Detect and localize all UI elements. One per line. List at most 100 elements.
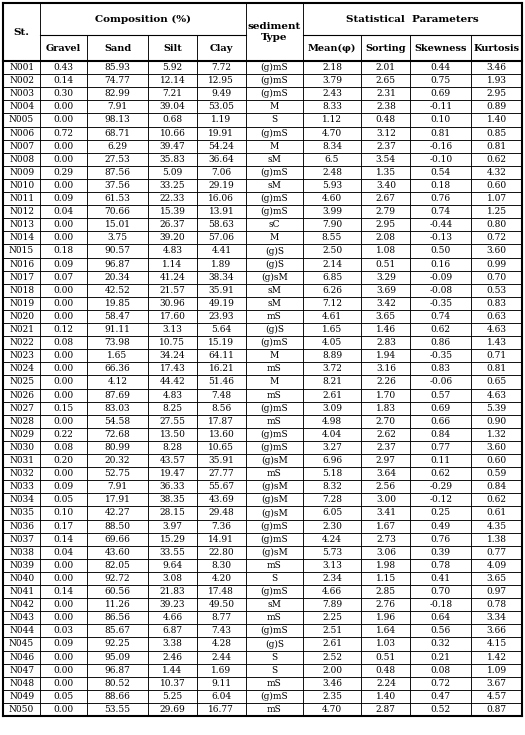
Bar bbox=[302, 140, 361, 153]
Bar bbox=[40, 232, 87, 245]
Text: 0.61: 0.61 bbox=[487, 509, 507, 517]
Text: 1.70: 1.70 bbox=[376, 390, 396, 400]
Text: M: M bbox=[270, 351, 279, 360]
Text: 44.42: 44.42 bbox=[160, 378, 185, 387]
Text: 1.08: 1.08 bbox=[376, 246, 396, 256]
Text: 0.71: 0.71 bbox=[487, 351, 507, 360]
Bar bbox=[3, 310, 40, 323]
Text: 1.46: 1.46 bbox=[376, 325, 396, 334]
Bar bbox=[3, 441, 40, 454]
Bar bbox=[3, 480, 40, 493]
Bar bbox=[148, 467, 197, 480]
Bar bbox=[302, 310, 361, 323]
Text: 0.81: 0.81 bbox=[487, 365, 507, 373]
Bar bbox=[471, 349, 522, 362]
Bar bbox=[411, 284, 471, 297]
Bar bbox=[87, 218, 148, 232]
Text: N004: N004 bbox=[9, 102, 34, 111]
Bar bbox=[302, 467, 361, 480]
Bar bbox=[87, 428, 148, 441]
Text: S: S bbox=[271, 574, 277, 583]
Text: 86.56: 86.56 bbox=[104, 613, 131, 623]
Bar bbox=[361, 284, 411, 297]
Text: 0.62: 0.62 bbox=[487, 495, 507, 504]
Text: S: S bbox=[271, 115, 277, 124]
Text: 3.27: 3.27 bbox=[322, 443, 342, 452]
Text: 2.43: 2.43 bbox=[322, 89, 342, 98]
Bar bbox=[3, 323, 40, 336]
Bar bbox=[471, 585, 522, 598]
Text: 1.14: 1.14 bbox=[162, 259, 183, 268]
Bar bbox=[361, 35, 411, 61]
Bar bbox=[3, 349, 40, 362]
Text: N028: N028 bbox=[9, 417, 34, 426]
Bar bbox=[302, 349, 361, 362]
Bar bbox=[87, 664, 148, 677]
Text: 80.52: 80.52 bbox=[104, 678, 131, 688]
Text: N025: N025 bbox=[9, 378, 34, 387]
Bar bbox=[302, 506, 361, 520]
Text: 9.64: 9.64 bbox=[162, 561, 183, 570]
Bar bbox=[197, 74, 246, 87]
Bar bbox=[40, 690, 87, 703]
Text: 0.08: 0.08 bbox=[430, 666, 451, 675]
Bar bbox=[87, 310, 148, 323]
Text: 0.60: 0.60 bbox=[487, 181, 507, 190]
Text: (g)S: (g)S bbox=[265, 246, 284, 256]
Text: 0.39: 0.39 bbox=[430, 548, 451, 556]
Text: N032: N032 bbox=[9, 469, 34, 478]
Bar bbox=[361, 624, 411, 637]
Bar bbox=[148, 205, 197, 218]
Text: 2.65: 2.65 bbox=[376, 76, 396, 85]
Bar bbox=[87, 362, 148, 376]
Text: 4.15: 4.15 bbox=[487, 639, 507, 648]
Bar bbox=[246, 126, 302, 140]
Text: 0.47: 0.47 bbox=[430, 692, 451, 701]
Text: 2.87: 2.87 bbox=[376, 705, 396, 714]
Text: 0.76: 0.76 bbox=[430, 534, 451, 544]
Bar bbox=[411, 35, 471, 61]
Bar bbox=[3, 703, 40, 716]
Bar bbox=[246, 205, 302, 218]
Text: 34.24: 34.24 bbox=[160, 351, 185, 360]
Bar bbox=[411, 113, 471, 126]
Bar bbox=[302, 232, 361, 245]
Text: 88.66: 88.66 bbox=[104, 692, 131, 701]
Text: 4.04: 4.04 bbox=[322, 430, 342, 439]
Text: 7.90: 7.90 bbox=[322, 220, 342, 229]
Text: 1.40: 1.40 bbox=[376, 692, 396, 701]
Text: 7.06: 7.06 bbox=[211, 168, 232, 177]
Bar bbox=[40, 624, 87, 637]
Bar bbox=[40, 612, 87, 624]
Bar bbox=[361, 297, 411, 310]
Text: 0.68: 0.68 bbox=[162, 115, 183, 124]
Bar bbox=[361, 232, 411, 245]
Text: 1.67: 1.67 bbox=[376, 522, 396, 531]
Text: N027: N027 bbox=[9, 404, 34, 412]
Text: 4.12: 4.12 bbox=[108, 378, 128, 387]
Bar bbox=[246, 323, 302, 336]
Text: 2.34: 2.34 bbox=[322, 574, 342, 583]
Bar bbox=[246, 559, 302, 572]
Bar bbox=[471, 428, 522, 441]
Text: 0.05: 0.05 bbox=[54, 495, 74, 504]
Text: 0.74: 0.74 bbox=[430, 207, 451, 216]
Text: 7.91: 7.91 bbox=[108, 102, 128, 111]
Text: 0.00: 0.00 bbox=[54, 469, 74, 478]
Bar bbox=[87, 284, 148, 297]
Text: (g)S: (g)S bbox=[265, 639, 284, 648]
Text: 0.90: 0.90 bbox=[487, 417, 507, 426]
Text: N030: N030 bbox=[9, 443, 34, 452]
Text: 90.57: 90.57 bbox=[104, 246, 131, 256]
Text: 8.55: 8.55 bbox=[322, 233, 342, 243]
Text: 92.72: 92.72 bbox=[105, 574, 130, 583]
Text: 15.19: 15.19 bbox=[208, 338, 234, 347]
Bar bbox=[197, 585, 246, 598]
Text: 3.13: 3.13 bbox=[162, 325, 182, 334]
Text: 0.87: 0.87 bbox=[487, 705, 507, 714]
Bar bbox=[471, 336, 522, 349]
Text: 4.09: 4.09 bbox=[487, 561, 507, 570]
Bar bbox=[246, 401, 302, 415]
Bar bbox=[471, 362, 522, 376]
Text: 5.64: 5.64 bbox=[211, 325, 232, 334]
